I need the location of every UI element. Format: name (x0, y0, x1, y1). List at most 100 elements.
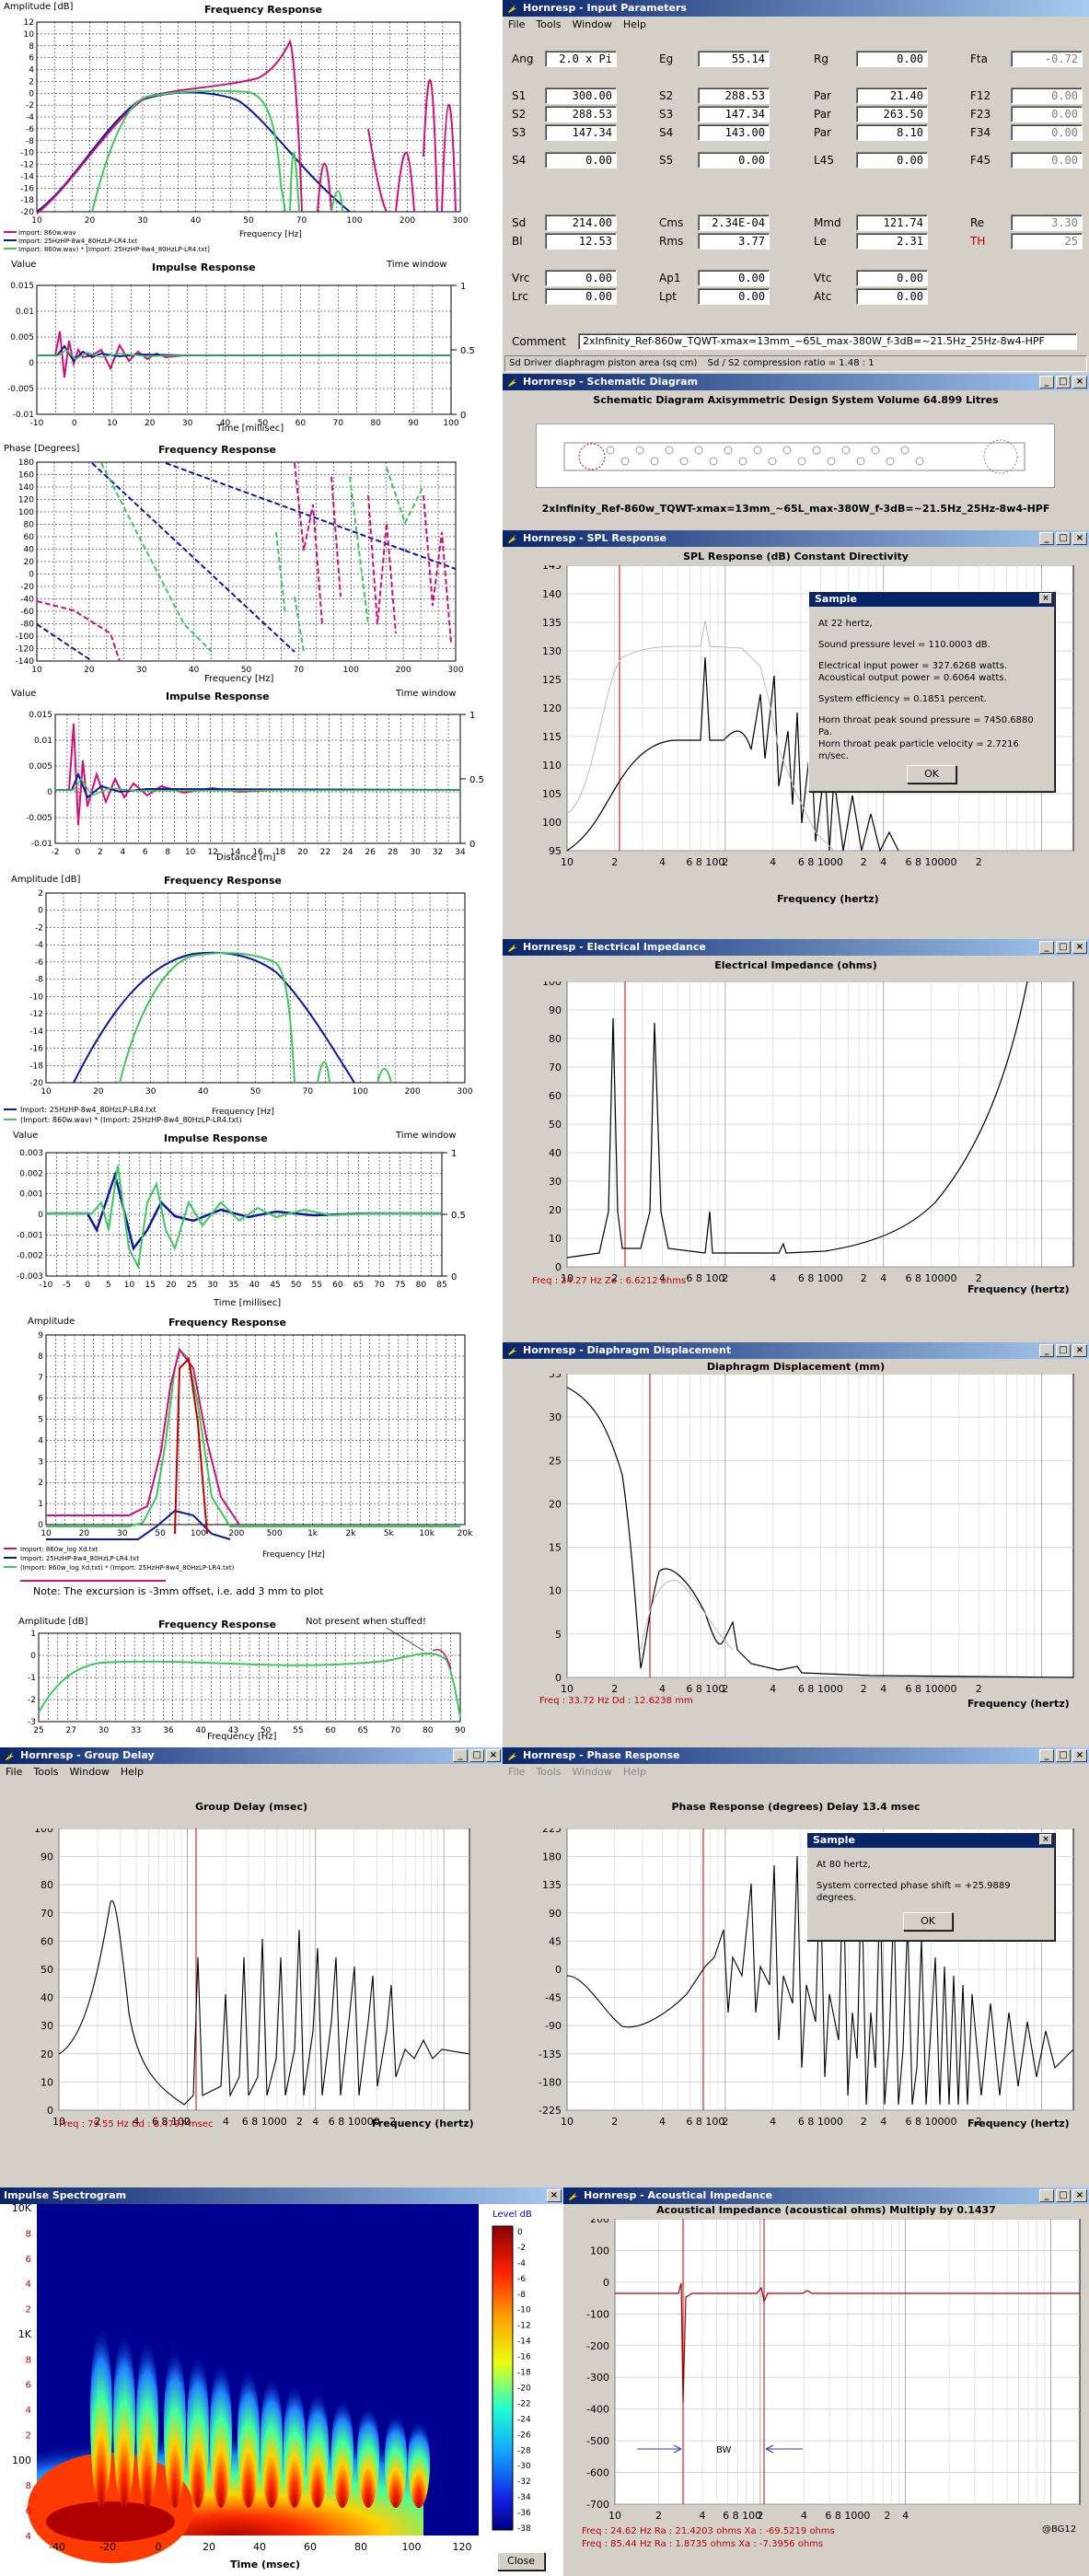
plot3-title: Frequency Response (158, 444, 276, 456)
spectrogram-ridge (357, 2405, 379, 2508)
x-tick-label: -40 (49, 2541, 65, 2553)
close-button[interactable]: × (486, 1749, 501, 1762)
close-button[interactable]: × (1072, 376, 1087, 389)
minimize-button[interactable]: _ (1039, 2189, 1054, 2202)
param-field-s2[interactable]: 288.53 (698, 87, 770, 104)
comment-field[interactable]: 2xInfinity_Ref-860w_TQWT-xmax=13mm_~65L_… (578, 333, 1077, 350)
param-field-sd[interactable]: 214.00 (545, 215, 617, 231)
maximize-button[interactable]: □ (1056, 532, 1071, 545)
menu-tools[interactable]: Tools (33, 1766, 59, 1778)
param-field-f34[interactable]: 0.00 (1011, 124, 1083, 141)
minimize-button[interactable]: _ (1039, 941, 1054, 954)
close-spectrogram-button[interactable]: Close (497, 2552, 545, 2570)
param-field-fta[interactable]: -0.72 (1011, 51, 1083, 67)
x-tick-label: 20 (79, 1529, 90, 1538)
plot-frame (45, 892, 466, 1084)
impedance-titlebar[interactable]: Hornresp - Electrical Impedance _ □ × (503, 939, 1089, 956)
ok-button[interactable]: OK (907, 765, 956, 783)
minimize-button[interactable]: _ (1039, 1344, 1054, 1357)
maximize-button[interactable]: □ (1056, 941, 1071, 954)
param-field-vtc[interactable]: 0.00 (856, 270, 928, 286)
maximize-button[interactable]: □ (1056, 1344, 1071, 1357)
param-field-ang[interactable]: 2.0 x Pi (545, 51, 617, 67)
param-field-f12[interactable]: 0.00 (1011, 87, 1083, 104)
displacement-titlebar[interactable]: Hornresp - Diaphragm Displacement _ □ × (503, 1342, 1089, 1359)
param-field-par[interactable]: 263.50 (856, 106, 928, 122)
param-field-ap1[interactable]: 0.00 (698, 270, 770, 286)
menu-help[interactable]: Help (622, 18, 646, 30)
param-field-f23[interactable]: 0.00 (1011, 106, 1083, 122)
param-field-eg[interactable]: 55.14 (698, 51, 770, 67)
param-field-rms[interactable]: 3.77 (698, 233, 770, 249)
param-field-atc[interactable]: 0.00 (856, 288, 928, 305)
menu-window[interactable]: Window (572, 18, 612, 30)
param-field-rg[interactable]: 0.00 (856, 51, 928, 67)
y-tick-label: -6 (26, 125, 34, 134)
param-field-mmd[interactable]: 121.74 (856, 215, 928, 231)
plot7-svg: Amplitude Frequency Response 98765432101… (4, 1317, 473, 1597)
minimize-button[interactable]: _ (453, 1749, 468, 1762)
minimize-button[interactable]: _ (1039, 532, 1054, 545)
spectrogram-titlebar[interactable]: Impulse Spectrogram × (0, 2187, 563, 2204)
param-field-th[interactable]: 25 (1011, 233, 1083, 249)
plot-frame (45, 1334, 466, 1526)
x-tick-label: 4 (880, 2116, 886, 2128)
minimize-button[interactable]: _ (1039, 376, 1054, 389)
y-tick-label: -0.01 (13, 411, 34, 420)
param-field-l45[interactable]: 0.00 (856, 152, 928, 168)
menu-window[interactable]: Window (69, 1766, 110, 1778)
param-field-bl[interactable]: 12.53 (545, 233, 617, 249)
param-field-s4[interactable]: 143.00 (698, 124, 770, 141)
menu-tools[interactable]: Tools (536, 1766, 562, 1778)
param-field-vrc[interactable]: 0.00 (545, 270, 617, 286)
param-field-f45[interactable]: 0.00 (1011, 152, 1083, 168)
param-field-s5[interactable]: 0.00 (698, 152, 770, 168)
param-field-re[interactable]: 3.30 (1011, 215, 1083, 231)
menu-help[interactable]: Help (622, 1766, 646, 1778)
y-tick-label: 20 (41, 2048, 53, 2060)
param-field-s4[interactable]: 0.00 (545, 152, 617, 168)
close-icon[interactable]: × (1039, 1834, 1052, 1845)
maximize-button[interactable]: □ (469, 1749, 484, 1762)
close-button[interactable]: × (1072, 1344, 1087, 1357)
menu-help[interactable]: Help (120, 1766, 144, 1778)
param-field-s2[interactable]: 288.53 (545, 106, 617, 122)
close-button[interactable]: × (1072, 941, 1087, 954)
spl-titlebar[interactable]: Hornresp - SPL Response _ □ × (503, 530, 1089, 547)
menu-file[interactable]: File (508, 1766, 526, 1778)
y-tick-label: -0.005 (7, 385, 34, 394)
phase-titlebar[interactable]: Hornresp - Phase Response _ □ × (503, 1747, 1089, 1764)
ok-button[interactable]: OK (903, 1912, 953, 1931)
menu-tools[interactable]: Tools (536, 18, 562, 30)
plot7-legend-1: Import: 25HzHP-8w4_80HzLP-LR4.txt (20, 1555, 139, 1562)
maximize-button[interactable]: □ (1056, 2189, 1071, 2202)
y-tick-label: 40 (41, 1992, 53, 2004)
menu-file[interactable]: File (6, 1766, 23, 1778)
input-parameters-titlebar[interactable]: Hornresp - Input Parameters (503, 0, 1089, 17)
menu-window[interactable]: Window (572, 1766, 612, 1778)
schematic-titlebar[interactable]: Hornresp - Schematic Diagram _ □ × (503, 374, 1089, 390)
param-field-par[interactable]: 8.10 (856, 124, 928, 141)
param-field-s3[interactable]: 147.34 (698, 106, 770, 122)
x-tick-label: 6 (143, 848, 148, 857)
param-field-par[interactable]: 21.40 (856, 87, 928, 104)
x-tick-label: 6 8 100 (686, 2116, 724, 2128)
maximize-button[interactable]: □ (1056, 376, 1071, 389)
maximize-button[interactable]: □ (1056, 1749, 1071, 1762)
menu-file[interactable]: File (508, 18, 526, 30)
param-field-le[interactable]: 2.31 (856, 233, 928, 249)
close-icon[interactable]: × (1039, 593, 1052, 604)
param-field-s1[interactable]: 300.00 (545, 87, 617, 104)
close-button[interactable]: × (547, 2189, 562, 2202)
plot1-legend-2: Import: 860w.wav) * [Import: 25HzHP-8w4_… (18, 246, 210, 253)
close-button[interactable]: × (1072, 532, 1087, 545)
param-field-lpt[interactable]: 0.00 (698, 288, 770, 305)
group-delay-titlebar[interactable]: Hornresp - Group Delay _ □ × (0, 1747, 503, 1764)
param-field-cms[interactable]: 2.34E-04 (698, 215, 770, 231)
minimize-button[interactable]: _ (1039, 1749, 1054, 1762)
param-field-lrc[interactable]: 0.00 (545, 288, 617, 305)
acoustic-titlebar[interactable]: Hornresp - Acoustical Impedance _ □ × (563, 2187, 1089, 2204)
close-button[interactable]: × (1072, 1749, 1087, 1762)
close-button[interactable]: × (1072, 2189, 1087, 2202)
param-field-s3[interactable]: 147.34 (545, 124, 617, 141)
